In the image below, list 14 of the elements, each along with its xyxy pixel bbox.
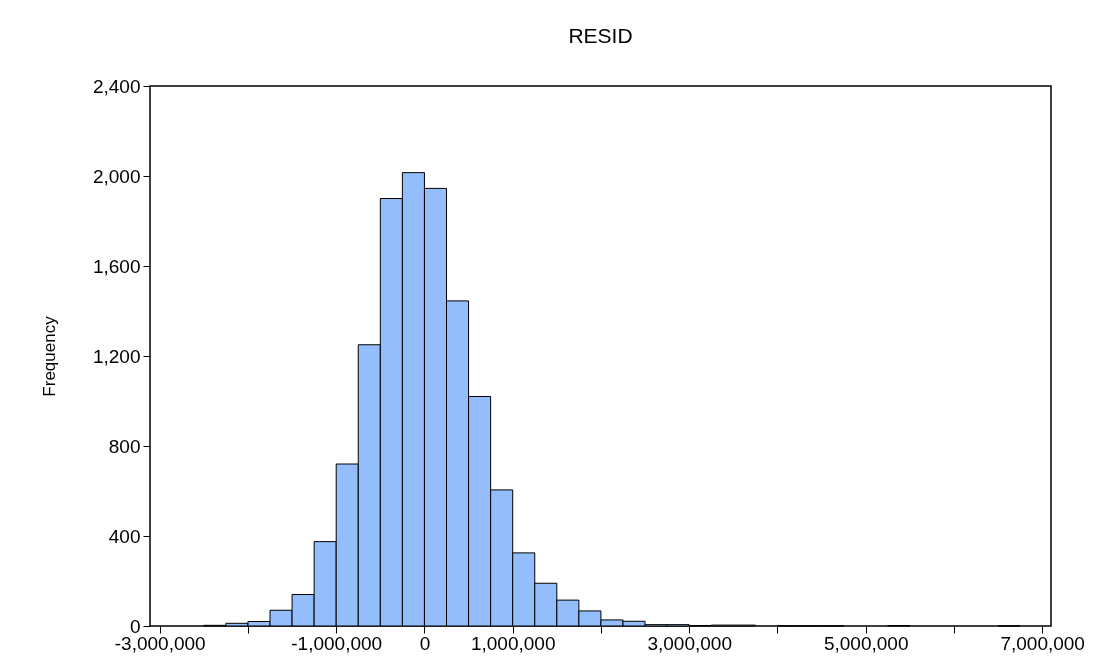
- x-tick-label: 7,000,000: [1000, 632, 1085, 654]
- y-tick-label: 1,200: [92, 345, 141, 367]
- y-tick-label: 2,000: [92, 165, 141, 187]
- chart-title: RESID: [568, 24, 633, 47]
- x-tick-label: 5,000,000: [823, 632, 909, 654]
- y-tick-label: 400: [108, 525, 141, 547]
- x-tick-label: 1,000,000: [470, 632, 556, 654]
- x-tick-label: -1,000,000: [291, 632, 383, 654]
- y-axis-title: Frequency: [39, 315, 59, 397]
- x-tick-label: 3,000,000: [647, 632, 732, 654]
- x-tick-label: 0: [419, 632, 431, 654]
- y-tick-label: 2,400: [92, 75, 141, 97]
- y-tick-label: 1,600: [92, 255, 141, 277]
- y-tick-label: 800: [108, 435, 141, 457]
